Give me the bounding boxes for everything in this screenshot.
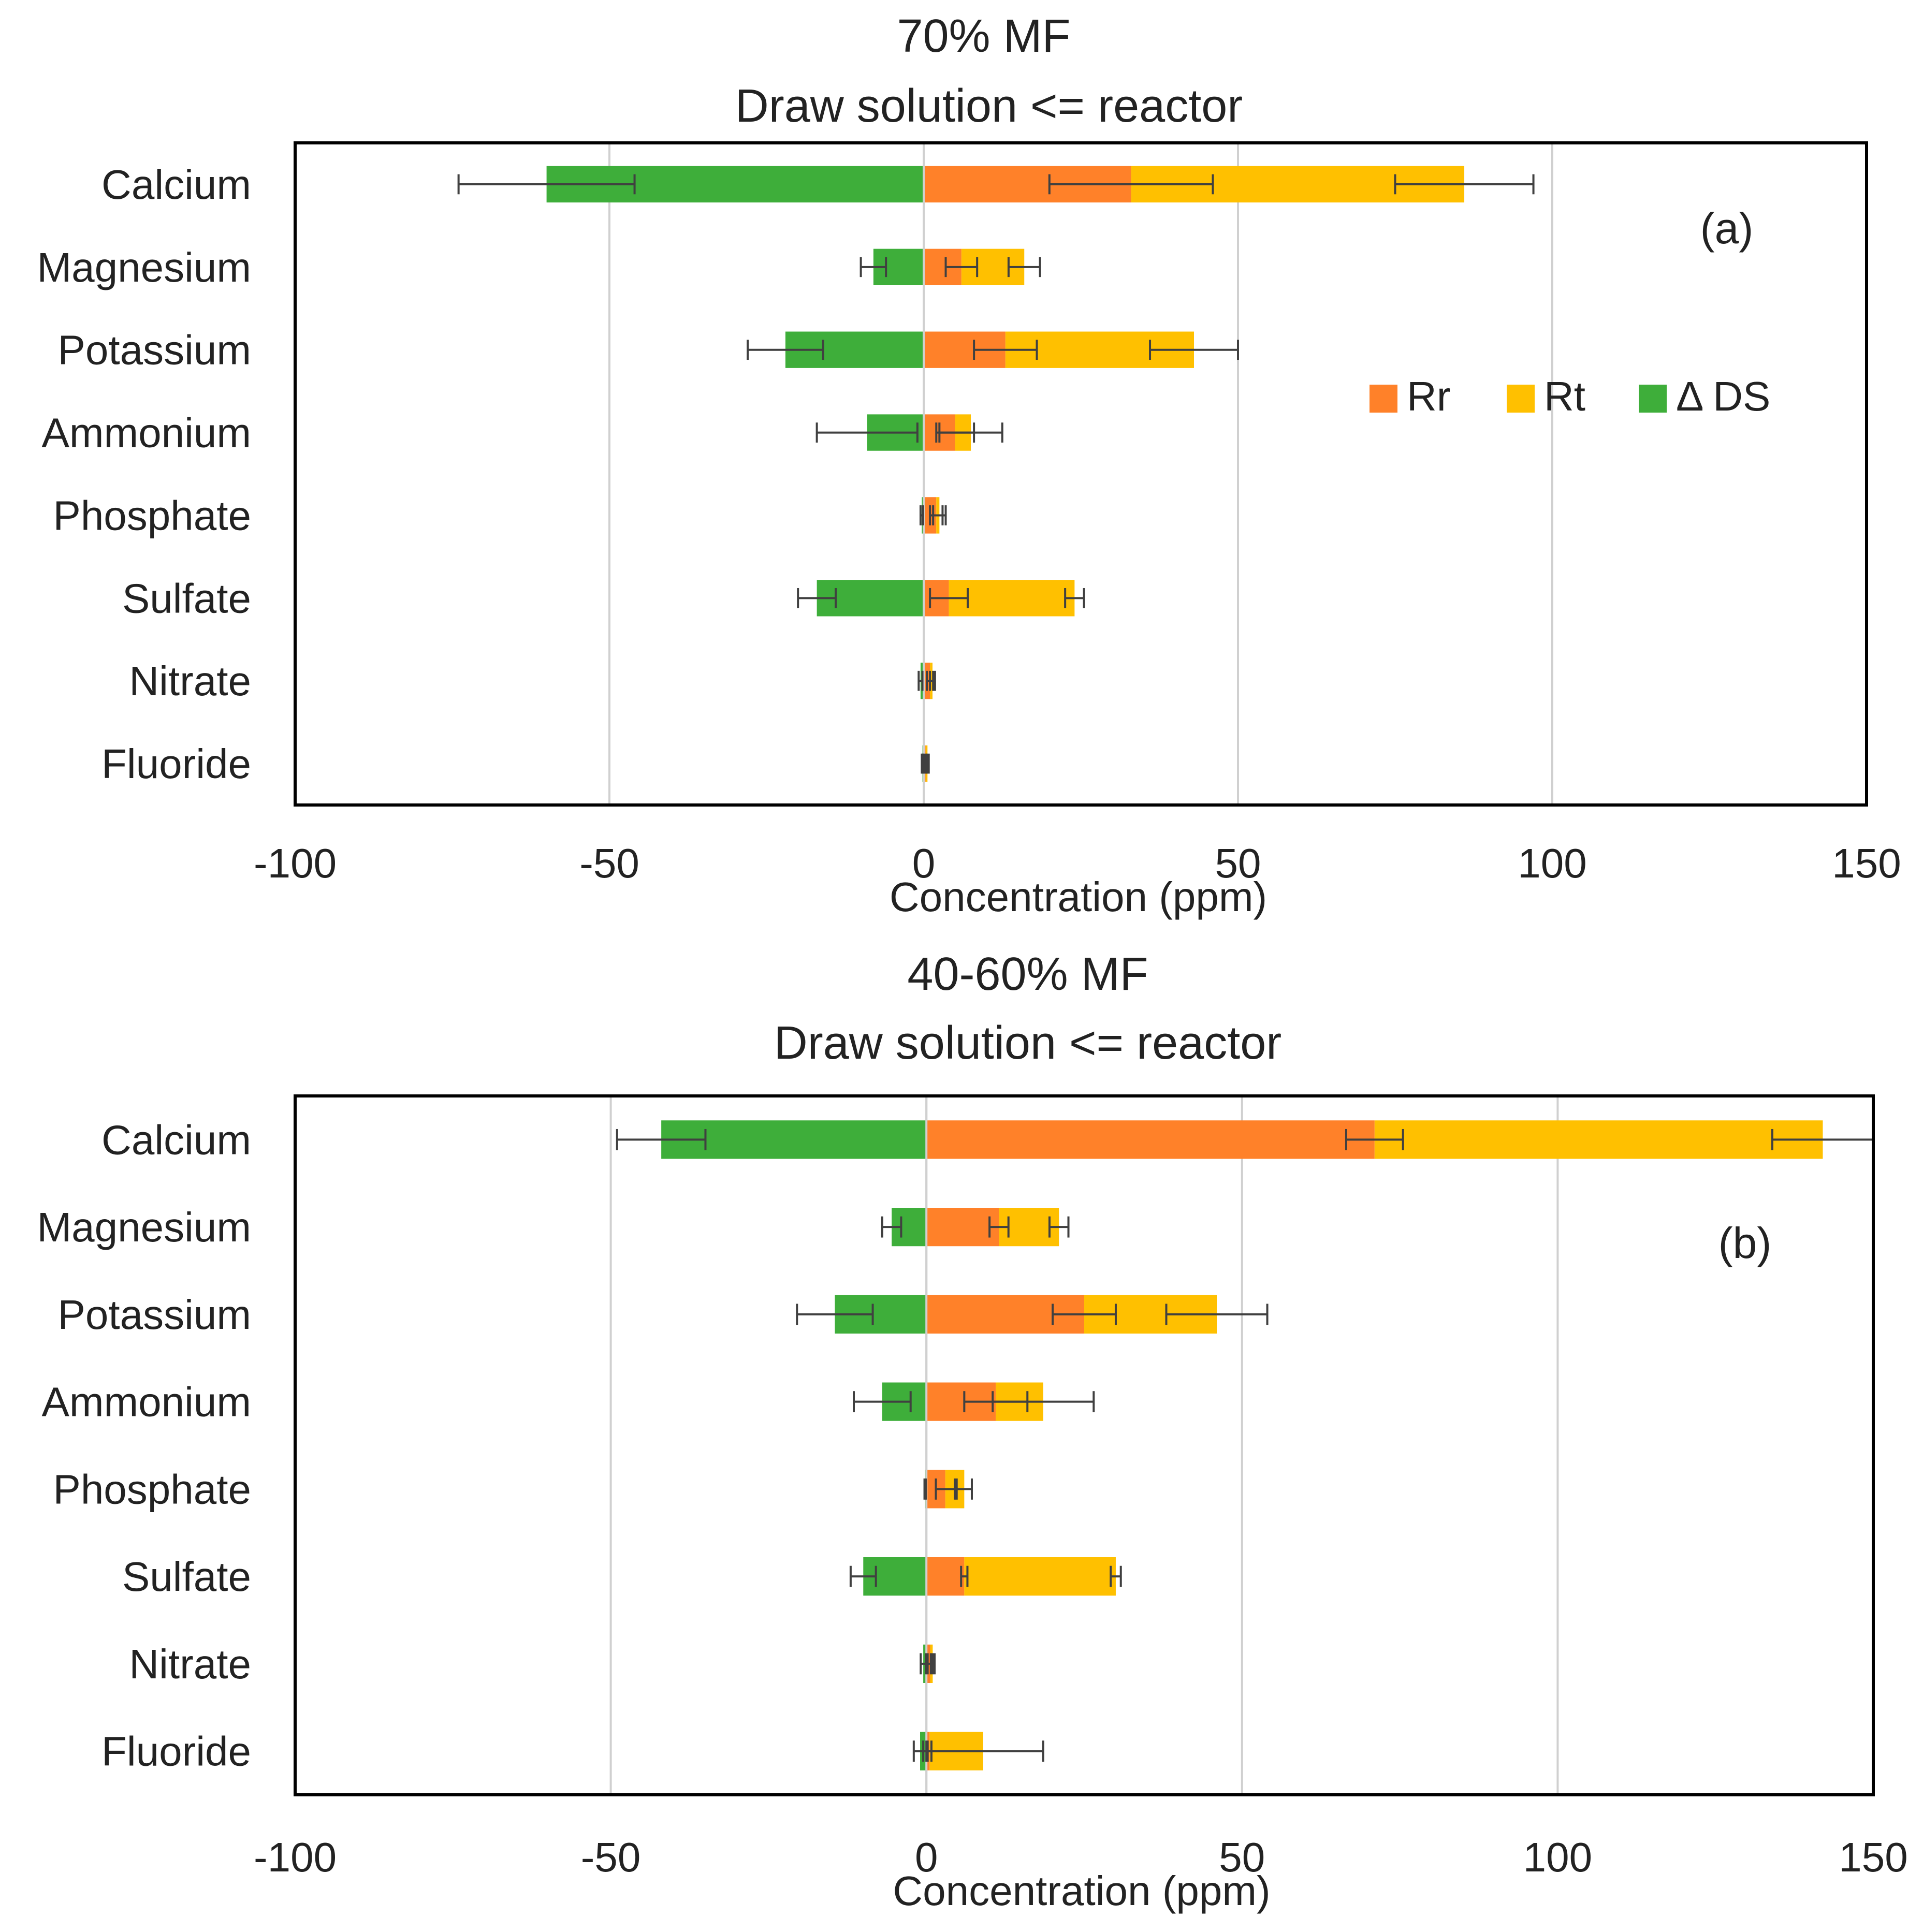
error-bar-dds-sulfate [849, 1565, 877, 1587]
category-label-nitrate: Nitrate [129, 1641, 251, 1687]
error-bar-rt-potassium [1165, 1304, 1269, 1325]
error-bar-rr-magnesium [988, 1216, 1010, 1238]
error-bar-dds-potassium [796, 1304, 874, 1325]
error-bar-dds-calcium [457, 174, 636, 195]
error-bar-rt-ammonium [938, 422, 1003, 443]
error-bar-rt-nitrate [929, 1653, 936, 1675]
category-label-phosphate: Phosphate [53, 1466, 251, 1512]
x-tick-label-50: 50 [1219, 1834, 1265, 1880]
error-bar-dds-potassium [747, 340, 824, 360]
error-bar-dds-magnesium [859, 257, 887, 277]
chart-panel-b: 40-60% MF Draw solution <= reactor Calcium… [37, 948, 1907, 1914]
error-bar-rr-potassium [1052, 1304, 1117, 1325]
x-tick-label-100: -100 [254, 1834, 337, 1880]
chart-subtitle: Draw solution <= reactor [735, 80, 1243, 132]
x-tick-label-100: 100 [1518, 840, 1586, 886]
legend: Rr Rt Δ DS [1370, 373, 1770, 419]
chart-panel-a: 70% MF Draw solution <= reactor Calcium Mag… [37, 10, 1901, 920]
legend-label-rt: Rt [1544, 373, 1585, 419]
error-bar-dds-ammonium [815, 422, 919, 443]
error-bar-rt-phosphate [932, 505, 947, 525]
category-label-potassium: Potassium [58, 1292, 251, 1338]
error-bar-rr-sulfate [929, 588, 969, 608]
category-label-sulfate: Sulfate [122, 1554, 251, 1600]
chart-title: 40-60% MF [907, 948, 1148, 1000]
bar-rr-calcium [926, 1120, 1375, 1159]
error-bar-dds-ammonium [852, 1391, 912, 1413]
category-label-fluoride: Fluoride [101, 741, 251, 787]
error-bar-rr-potassium [973, 340, 1038, 360]
category-label-potassium: Potassium [58, 327, 251, 373]
legend-label-dds: Δ DS [1676, 373, 1770, 419]
x-tick-label-50: -50 [581, 1834, 641, 1880]
x-tick-label-150: 150 [1832, 840, 1901, 886]
error-bar-dds-magnesium [881, 1216, 902, 1238]
legend-label-rr: Rr [1407, 373, 1450, 419]
bar-rt-sulfate [949, 580, 1075, 617]
error-bar-rt-magnesium [1007, 257, 1041, 277]
panel-label: (b) [1718, 1219, 1772, 1267]
bar-rr-sulfate [926, 1557, 965, 1596]
category-label-calcium: Calcium [101, 1117, 251, 1163]
plot-area-frame [294, 141, 1868, 807]
category-label-calcium: Calcium [101, 162, 251, 208]
x-axis-label: Concentration (ppm) [890, 874, 1267, 920]
error-bar-dds-nitrate [920, 1653, 927, 1675]
category-label-ammonium: Ammonium [41, 1379, 251, 1425]
error-bar-rt-sulfate [1110, 1565, 1122, 1587]
error-bar-rt-nitrate [929, 670, 936, 691]
category-label-sulfate: Sulfate [122, 575, 251, 621]
x-axis-label: Concentration (ppm) [893, 1868, 1270, 1914]
error-bar-dds-phosphate [923, 1478, 927, 1500]
error-bar-rr-sulfate [960, 1565, 969, 1587]
legend-swatch-rt [1507, 385, 1535, 413]
error-bar-dds-calcium [616, 1129, 707, 1150]
error-bar-dds-sulfate [797, 588, 837, 608]
error-bar-rt-phosphate [955, 1478, 973, 1500]
category-label-ammonium: Ammonium [41, 410, 251, 456]
panel-label: (a) [1700, 204, 1754, 253]
error-bar-rr-calcium [1345, 1129, 1404, 1150]
error-bar-rt-magnesium [1048, 1216, 1070, 1238]
bar-rt-calcium [1374, 1120, 1823, 1159]
error-bar-rt-fluoride [925, 753, 930, 774]
x-tick-label-0: 0 [912, 840, 936, 886]
error-bar-dds-phosphate [919, 505, 924, 525]
x-tick-label-100: -100 [254, 840, 337, 886]
chart-subtitle: Draw solution <= reactor [774, 1017, 1281, 1069]
error-bar-rt-ammonium [992, 1391, 1095, 1413]
category-label-fluoride: Fluoride [101, 1729, 251, 1775]
x-tick-label-50: -50 [579, 840, 639, 886]
bar-rt-sulfate [964, 1557, 1116, 1596]
category-label-phosphate: Phosphate [53, 492, 251, 538]
bar-rr-magnesium [926, 1208, 999, 1247]
category-label-magnesium: Magnesium [37, 244, 251, 290]
legend-item-rr: Rr [1370, 373, 1450, 419]
error-bar-dds-fluoride [921, 753, 924, 774]
x-tick-label-0: 0 [915, 1834, 938, 1880]
error-bar-rr-magnesium [944, 257, 979, 277]
legend-item-rt: Rt [1507, 373, 1585, 419]
category-label-nitrate: Nitrate [129, 658, 251, 704]
error-bar-rt-sulfate [1064, 588, 1085, 608]
error-bar-rr-phosphate [935, 1478, 956, 1500]
error-bar-rr-calcium [1048, 174, 1214, 195]
legend-swatch-rr [1370, 385, 1397, 413]
plot-area-frame [294, 1094, 1875, 1796]
x-tick-label-50: 50 [1215, 840, 1261, 886]
error-bar-rt-potassium [1149, 340, 1239, 360]
error-bar-dds-nitrate [917, 670, 924, 691]
x-tick-label-100: 100 [1523, 1834, 1592, 1880]
error-bar-rt-calcium [1394, 174, 1535, 195]
x-tick-label-150: 150 [1839, 1834, 1907, 1880]
error-bar-rt-fluoride [922, 1740, 1044, 1762]
legend-swatch-dds [1639, 385, 1667, 413]
category-label-magnesium: Magnesium [37, 1204, 251, 1250]
chart-title: 70% MF [897, 10, 1070, 62]
legend-item-dds: Δ DS [1639, 373, 1770, 419]
